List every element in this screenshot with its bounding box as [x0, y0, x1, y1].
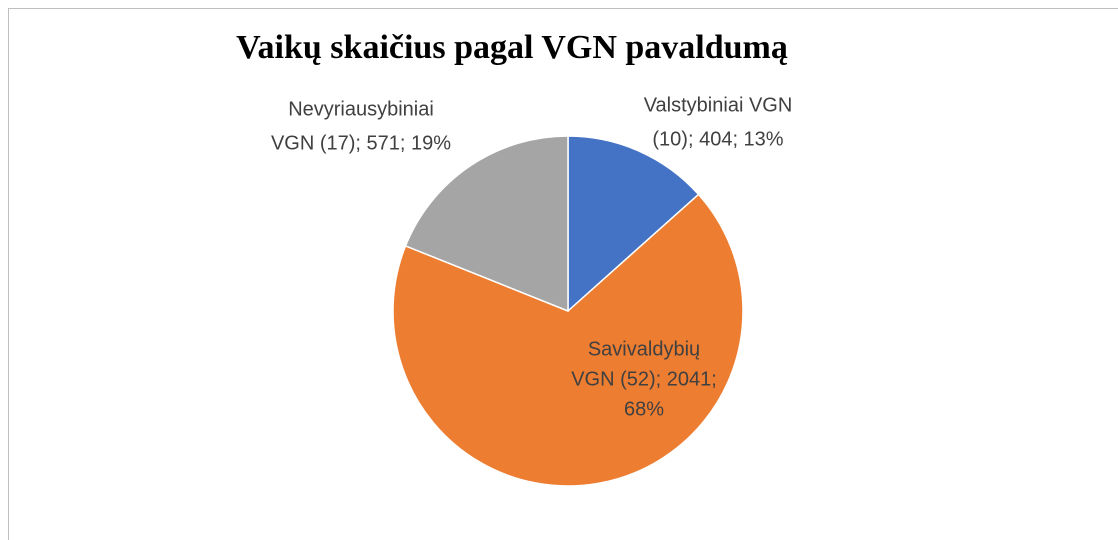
- pie-slice: [567, 135, 700, 313]
- data-label: VGN (17); 571; 19%: [271, 132, 451, 154]
- pie-slice: [404, 135, 569, 313]
- data-label: Valstybiniai VGN: [644, 94, 793, 116]
- data-label: (10); 404; 13%: [652, 128, 783, 150]
- pie-slice: [392, 193, 744, 487]
- data-label: VGN (52); 2041;: [571, 368, 717, 390]
- chart-title: Vaikų skaičius pagal VGN pavaldumą: [236, 29, 788, 66]
- data-label: 68%: [624, 398, 664, 420]
- data-label: Nevyriausybiniai: [288, 98, 434, 120]
- data-label: Savivaldybių: [588, 338, 700, 360]
